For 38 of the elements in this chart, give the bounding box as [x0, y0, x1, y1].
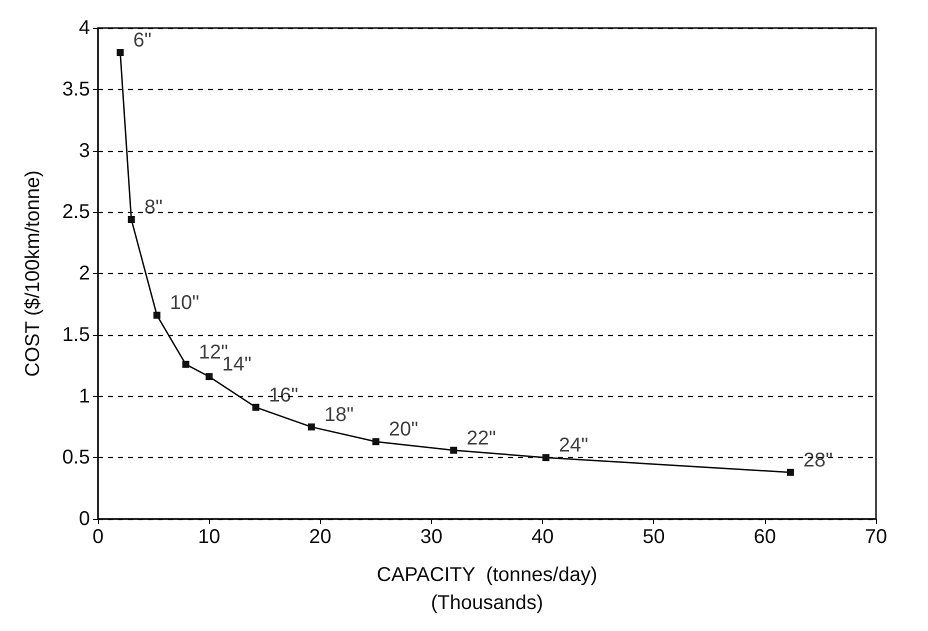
point: [450, 446, 458, 454]
x-tick-label: 0: [92, 526, 104, 548]
point: [116, 49, 124, 56]
x-tick-label: 20: [309, 526, 332, 548]
annotation: 22": [466, 427, 496, 450]
y-tick-label: 0.5: [62, 446, 90, 469]
annotation: 10": [170, 292, 200, 314]
y-tick-label: 1: [78, 385, 90, 408]
point: [542, 454, 550, 462]
annotation: 18": [324, 404, 354, 426]
y-tick-label: 3: [78, 140, 90, 162]
point: [308, 423, 315, 430]
x-tick-label: 50: [642, 526, 665, 548]
x-tick-label: 60: [754, 526, 776, 548]
annotation: 16": [268, 384, 298, 406]
point: [372, 438, 380, 446]
x-tick-label: 10: [198, 526, 220, 548]
point: [153, 312, 160, 319]
point: [252, 404, 260, 411]
x-tick-label: 40: [531, 526, 554, 548]
point: [182, 360, 190, 368]
annotation: 20": [388, 418, 418, 441]
point: [206, 373, 213, 380]
y-axis-title: COST ($/100km/tonne): [22, 170, 44, 377]
point: [786, 468, 794, 476]
y-tick-label: 0: [78, 508, 90, 530]
y-tick-label: 2: [78, 262, 90, 284]
x-tick-label: 30: [420, 526, 443, 548]
annotation: 28": [803, 449, 833, 472]
annotation: 24": [558, 434, 588, 457]
x-tick-label: 70: [864, 526, 888, 548]
y-tick-label: 3.5: [62, 78, 90, 100]
point: [128, 216, 135, 223]
x-axis-title: CAPACITY (tonnes/day) (Thousands): [376, 564, 598, 614]
y-tick-label: 2.5: [62, 201, 90, 224]
y-tick-label: 1.5: [62, 324, 90, 346]
annotation: 6": [133, 30, 152, 52]
y-tick-label: 4: [78, 17, 90, 39]
